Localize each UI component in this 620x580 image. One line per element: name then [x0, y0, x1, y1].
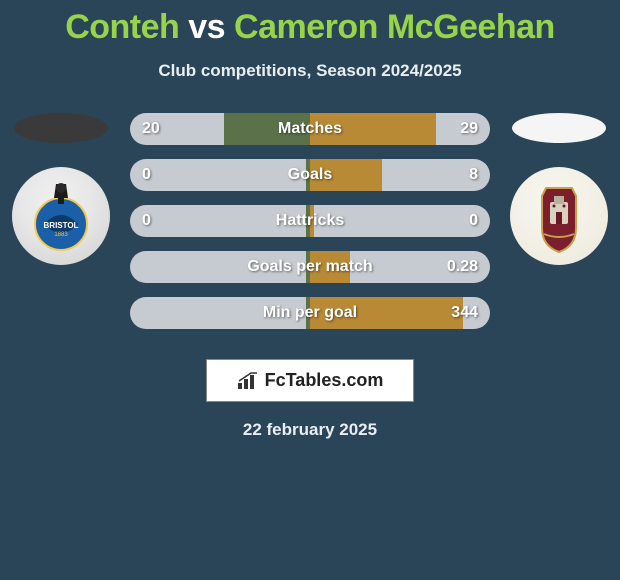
- brand-box[interactable]: FcTables.com: [206, 359, 415, 402]
- svg-text:1883: 1883: [54, 232, 68, 238]
- stat-value-right: 29: [460, 120, 478, 138]
- stat-value-right: 344: [451, 304, 478, 322]
- svg-text:BRISTOL: BRISTOL: [44, 221, 79, 230]
- title-player2: Cameron McGeehan: [234, 8, 555, 46]
- title-player1: Conteh: [65, 8, 179, 46]
- title: Conteh vs Cameron McGeehan: [0, 8, 620, 47]
- date: 22 february 2025: [243, 420, 377, 440]
- stat-row: Min per goal 344: [130, 297, 490, 329]
- stat-value-right: 0.28: [447, 258, 478, 276]
- stat-value-left: 0: [142, 212, 151, 230]
- brand-text: FcTables.com: [265, 370, 384, 391]
- left-ellipse: [14, 113, 108, 143]
- stat-row: Matches 20 29: [130, 113, 490, 145]
- footer: FcTables.com 22 february 2025: [0, 359, 620, 440]
- left-crest: BRISTOL 1883: [12, 167, 110, 265]
- bar-chart-icon: [237, 372, 259, 390]
- stat-label: Hattricks: [276, 212, 344, 230]
- stat-value-left: 20: [142, 120, 160, 138]
- stat-bars: Matches 20 29 Goals 0 8 Hattricks 0 0 Goals per m…: [116, 113, 504, 343]
- stat-label: Goals: [288, 166, 332, 184]
- bristol-rovers-crest-icon: BRISTOL 1883: [26, 176, 96, 256]
- right-side: [504, 113, 614, 265]
- stat-value-right: 8: [469, 166, 478, 184]
- stat-row: Goals 0 8: [130, 159, 490, 191]
- right-crest: [510, 167, 608, 265]
- comparison-body: BRISTOL 1883 Matches 20 29 Goals 0 8 Hattricks…: [0, 113, 620, 343]
- stat-label: Min per goal: [263, 304, 357, 322]
- subtitle: Club competitions, Season 2024/2025: [0, 61, 620, 81]
- stat-value-left: 0: [142, 166, 151, 184]
- right-ellipse: [512, 113, 606, 143]
- stat-row: Hattricks 0 0: [130, 205, 490, 237]
- stat-value-right: 0: [469, 212, 478, 230]
- northampton-crest-icon: [524, 176, 594, 256]
- comparison-infographic: Conteh vs Cameron McGeehan Club competit…: [0, 0, 620, 440]
- stat-label: Matches: [278, 120, 342, 138]
- left-side: BRISTOL 1883: [6, 113, 116, 265]
- stat-row: Goals per match 0.28: [130, 251, 490, 283]
- title-vs: vs: [179, 8, 234, 46]
- stat-label: Goals per match: [247, 258, 372, 276]
